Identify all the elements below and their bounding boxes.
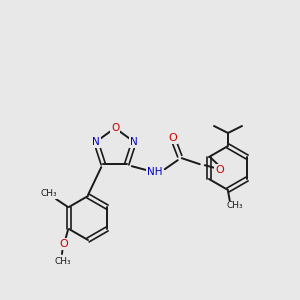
Text: N: N (92, 137, 100, 147)
Text: O: O (60, 239, 68, 249)
Text: CH₃: CH₃ (227, 202, 243, 211)
Text: CH₃: CH₃ (55, 256, 71, 266)
Text: NH: NH (147, 167, 163, 177)
Text: O: O (111, 123, 119, 133)
Text: O: O (168, 133, 177, 143)
Text: N: N (130, 137, 138, 147)
Text: O: O (215, 165, 224, 175)
Text: CH₃: CH₃ (40, 190, 57, 199)
